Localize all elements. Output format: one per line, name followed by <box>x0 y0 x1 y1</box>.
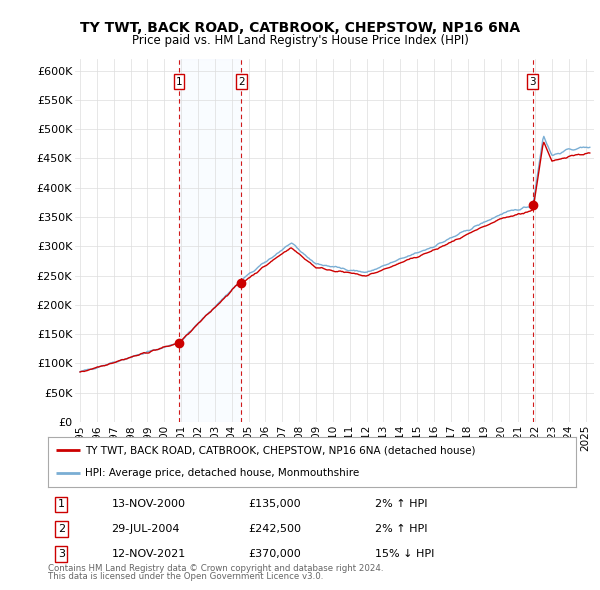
Text: TY TWT, BACK ROAD, CATBROOK, CHEPSTOW, NP16 6NA (detached house): TY TWT, BACK ROAD, CATBROOK, CHEPSTOW, N… <box>85 445 475 455</box>
Text: 2: 2 <box>238 77 245 87</box>
Text: 2: 2 <box>58 524 65 534</box>
Text: 2% ↑ HPI: 2% ↑ HPI <box>376 524 428 534</box>
Text: 3: 3 <box>530 77 536 87</box>
Text: 13-NOV-2000: 13-NOV-2000 <box>112 500 185 509</box>
Text: 15% ↓ HPI: 15% ↓ HPI <box>376 549 435 559</box>
Text: 12-NOV-2021: 12-NOV-2021 <box>112 549 185 559</box>
Text: Price paid vs. HM Land Registry's House Price Index (HPI): Price paid vs. HM Land Registry's House … <box>131 34 469 47</box>
Text: 1: 1 <box>58 500 65 509</box>
Text: 2% ↑ HPI: 2% ↑ HPI <box>376 500 428 509</box>
Text: 3: 3 <box>58 549 65 559</box>
Text: 1: 1 <box>176 77 182 87</box>
Text: TY TWT, BACK ROAD, CATBROOK, CHEPSTOW, NP16 6NA: TY TWT, BACK ROAD, CATBROOK, CHEPSTOW, N… <box>80 21 520 35</box>
Text: Contains HM Land Registry data © Crown copyright and database right 2024.: Contains HM Land Registry data © Crown c… <box>48 563 383 572</box>
Bar <box>179 59 241 422</box>
Text: £135,000: £135,000 <box>248 500 301 509</box>
Text: 29-JUL-2004: 29-JUL-2004 <box>112 524 180 534</box>
Text: This data is licensed under the Open Government Licence v3.0.: This data is licensed under the Open Gov… <box>48 572 323 581</box>
Text: HPI: Average price, detached house, Monmouthshire: HPI: Average price, detached house, Monm… <box>85 468 359 478</box>
Text: £242,500: £242,500 <box>248 524 302 534</box>
Text: £370,000: £370,000 <box>248 549 301 559</box>
